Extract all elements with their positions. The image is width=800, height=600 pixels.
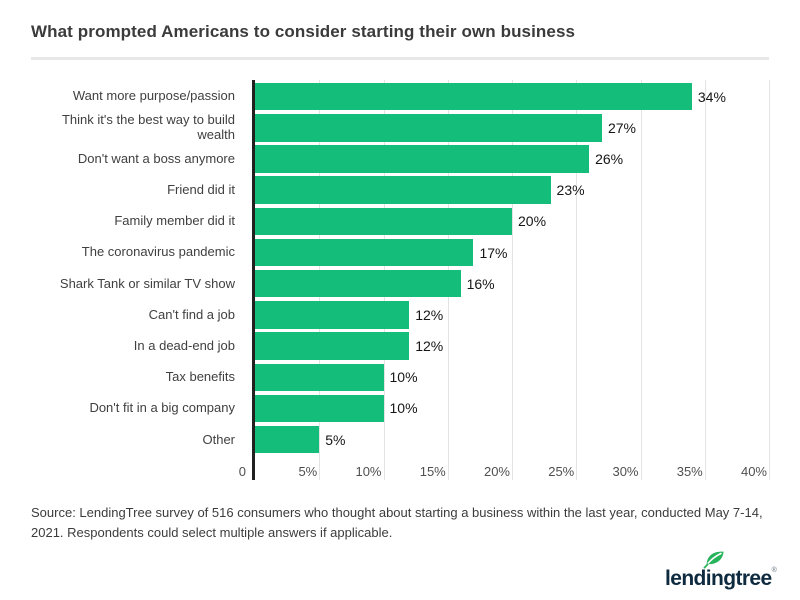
bar-track: 17%: [255, 238, 769, 267]
chart-row: Shark Tank or similar TV show 16%: [31, 268, 769, 299]
bar-track: 20%: [255, 207, 769, 236]
category-label: The coronavirus pandemic: [81, 244, 235, 260]
value-label: 20%: [518, 213, 547, 230]
x-tick-label: 20%: [483, 464, 510, 479]
y-axis-line: [252, 80, 255, 480]
bar: [255, 425, 320, 454]
bar: [255, 301, 410, 329]
value-label: 5%: [325, 431, 346, 448]
x-tick-label: 5%: [298, 464, 318, 479]
value-label: 16%: [466, 275, 495, 292]
chart-row: Friend did it 23%: [31, 175, 769, 206]
chart-row: Can't find a job 12%: [31, 299, 769, 330]
value-label: 26%: [595, 150, 624, 167]
bar: [255, 145, 590, 173]
bar: [255, 332, 410, 360]
x-tick-label: 25%: [548, 464, 575, 479]
gridline: [640, 80, 642, 480]
leaf-icon: [703, 551, 724, 569]
x-tick-label: 10%: [355, 464, 382, 479]
bar: [255, 82, 692, 111]
category-label: Shark Tank or similar TV show: [59, 275, 235, 291]
logo-wordmark: lendingtree®: [665, 567, 777, 591]
gridline: [769, 80, 770, 480]
category-label: Don't fit in a big company: [89, 400, 235, 416]
value-label: 17%: [479, 244, 508, 261]
bar-track: 12%: [255, 332, 769, 360]
category-label: Other: [202, 431, 235, 447]
gridline: [704, 80, 706, 480]
lendingtree-logo: lendingtree®: [661, 548, 777, 596]
title-divider: [31, 57, 769, 60]
gridline: [512, 80, 513, 480]
bar: [255, 269, 461, 298]
x-tick-label: 35%: [676, 464, 703, 479]
bar-track: 12%: [255, 301, 769, 329]
chart-row: Want more purpose/passion 34%: [31, 81, 769, 112]
page-title: What prompted Americans to consider star…: [31, 22, 576, 41]
category-label: Family member did it: [114, 213, 235, 229]
category-label: Tax benefits: [165, 369, 235, 385]
chart-row: The coronavirus pandemic 17%: [31, 237, 769, 268]
bar-track: 23%: [255, 176, 769, 204]
value-label: 27%: [607, 119, 636, 136]
bar: [255, 394, 384, 423]
category-label: Can't find a job: [148, 306, 235, 322]
x-tick-label: 30%: [612, 464, 639, 479]
value-label: 12%: [415, 338, 444, 355]
value-label: 10%: [389, 400, 418, 417]
value-label: 12%: [415, 306, 444, 323]
gridline: [576, 80, 578, 480]
category-label: Friend did it: [167, 182, 235, 197]
category-label: Don't want a boss anymore: [77, 150, 235, 166]
category-label: Think it's the best way to build wealth: [61, 112, 235, 142]
trademark-symbol: ®: [771, 567, 777, 574]
bar-track: 16%: [255, 269, 769, 298]
bar: [255, 176, 551, 204]
brand-name: lendingtree: [665, 567, 772, 590]
x-tick-label: 40%: [740, 464, 767, 479]
bar: [255, 207, 512, 236]
bar: [255, 114, 602, 142]
chart-row: Don't want a boss anymore 26%: [31, 143, 769, 174]
bar-track: 26%: [255, 145, 769, 173]
chart-row: Don't fit in a big company 10%: [31, 393, 769, 424]
chart-row: Family member did it 20%: [31, 206, 769, 237]
bar-track: 10%: [255, 394, 769, 423]
chart-row: In a dead-end job 12%: [31, 331, 769, 362]
source-note: Source: LendingTree survey of 516 consum…: [31, 505, 763, 540]
chart-row: Tax benefits 10%: [31, 362, 769, 393]
bar-track: 34%: [255, 82, 769, 111]
value-label: 34%: [697, 88, 726, 105]
bar: [255, 363, 384, 392]
chart-row: Think it's the best way to build wealth …: [31, 112, 769, 143]
bar-track: 5%: [255, 425, 769, 454]
chart-row: Other 5%: [31, 424, 769, 455]
bar-track: 10%: [255, 363, 769, 392]
category-label: Want more purpose/passion: [72, 88, 235, 104]
x-axis-labels: 0 5% 10% 15% 20% 25% 30% 35% 40%: [239, 462, 769, 480]
bar: [255, 238, 474, 267]
value-label: 23%: [556, 182, 585, 199]
value-label: 10%: [389, 369, 418, 386]
x-tick-label: 0: [238, 464, 246, 479]
bar-chart: Want more purpose/passion 34% Think it's…: [31, 80, 770, 480]
chart-rows: Want more purpose/passion 34% Think it's…: [31, 81, 769, 455]
x-tick-label: 15%: [419, 464, 446, 479]
category-label: In a dead-end job: [133, 337, 235, 353]
bar-track: 27%: [255, 114, 769, 142]
